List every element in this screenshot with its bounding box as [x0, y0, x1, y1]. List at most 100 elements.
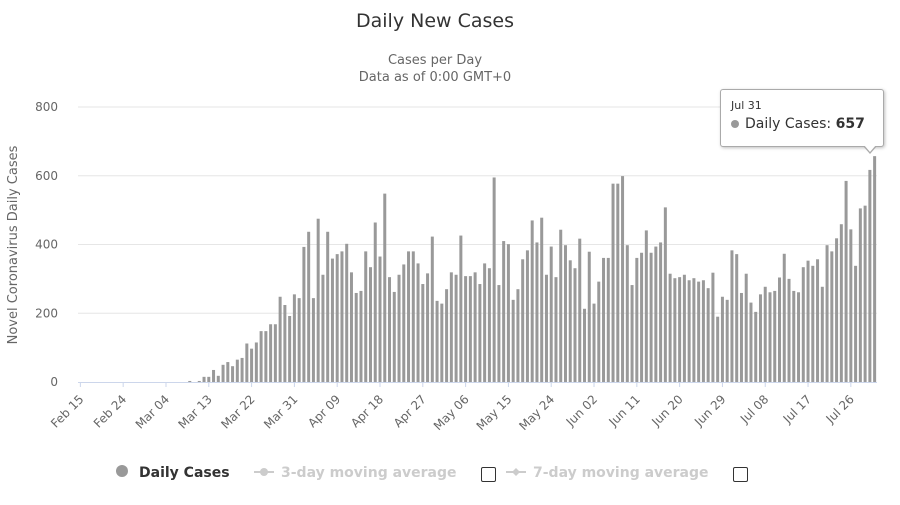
- legend-item-3-day-average[interactable]: 3-day moving average: [254, 465, 457, 481]
- bar-daily-cases[interactable]: [801, 267, 805, 382]
- bar-daily-cases[interactable]: [326, 231, 330, 382]
- bar-daily-cases[interactable]: [725, 299, 729, 382]
- bar-daily-cases[interactable]: [739, 292, 743, 382]
- bar-daily-cases[interactable]: [264, 331, 268, 382]
- bar-daily-cases[interactable]: [202, 376, 206, 382]
- bar-daily-cases[interactable]: [307, 231, 311, 382]
- bar-daily-cases[interactable]: [459, 235, 463, 382]
- bar-daily-cases[interactable]: [388, 277, 392, 382]
- bar-daily-cases[interactable]: [378, 256, 382, 382]
- bar-daily-cases[interactable]: [473, 272, 477, 382]
- bar-daily-cases[interactable]: [682, 274, 686, 382]
- bar-daily-cases[interactable]: [278, 296, 282, 382]
- bar-daily-cases[interactable]: [640, 252, 644, 382]
- bar-daily-cases[interactable]: [858, 208, 862, 382]
- bar-daily-cases[interactable]: [573, 268, 577, 382]
- bar-daily-cases[interactable]: [711, 272, 715, 382]
- bar-daily-cases[interactable]: [816, 259, 820, 382]
- bar-daily-cases[interactable]: [231, 366, 235, 382]
- bar-daily-cases[interactable]: [868, 169, 872, 382]
- bar-daily-cases[interactable]: [511, 299, 515, 382]
- bar-daily-cases[interactable]: [716, 316, 720, 382]
- bar-daily-cases[interactable]: [516, 289, 520, 382]
- bar-daily-cases[interactable]: [830, 251, 834, 382]
- bar-daily-cases[interactable]: [316, 218, 320, 382]
- bar-daily-cases[interactable]: [435, 300, 439, 382]
- bar-daily-cases[interactable]: [687, 280, 691, 382]
- 3-day-average-checkbox[interactable]: [481, 467, 496, 482]
- bar-daily-cases[interactable]: [430, 236, 434, 382]
- bar-daily-cases[interactable]: [673, 278, 677, 382]
- bar-daily-cases[interactable]: [792, 290, 796, 382]
- bar-daily-cases[interactable]: [240, 357, 244, 382]
- bar-daily-cases[interactable]: [644, 230, 648, 382]
- bar-daily-cases[interactable]: [839, 224, 843, 382]
- bar-daily-cases[interactable]: [207, 376, 211, 382]
- bar-daily-cases[interactable]: [754, 311, 758, 382]
- bar-daily-cases[interactable]: [426, 273, 430, 382]
- bar-daily-cases[interactable]: [763, 286, 767, 382]
- bar-daily-cases[interactable]: [611, 183, 615, 382]
- bar-daily-cases[interactable]: [778, 277, 782, 383]
- bar-daily-cases[interactable]: [269, 324, 273, 382]
- bar-daily-cases[interactable]: [635, 257, 639, 382]
- bar-daily-cases[interactable]: [397, 274, 401, 382]
- bar-daily-cases[interactable]: [407, 251, 411, 382]
- bar-daily-cases[interactable]: [411, 251, 415, 382]
- bar-daily-cases[interactable]: [226, 362, 230, 382]
- bar-daily-cases[interactable]: [402, 264, 406, 382]
- bar-daily-cases[interactable]: [578, 238, 582, 382]
- bar-daily-cases[interactable]: [345, 243, 349, 382]
- bar-daily-cases[interactable]: [464, 276, 468, 382]
- bar-daily-cases[interactable]: [383, 193, 387, 382]
- bar-daily-cases[interactable]: [216, 375, 220, 382]
- bar-daily-cases[interactable]: [549, 246, 553, 382]
- bar-daily-cases[interactable]: [221, 364, 225, 382]
- bar-daily-cases[interactable]: [330, 258, 334, 382]
- bar-daily-cases[interactable]: [288, 316, 292, 382]
- bar-daily-cases[interactable]: [250, 348, 254, 382]
- bar-daily-cases[interactable]: [449, 272, 453, 382]
- bar-daily-cases[interactable]: [692, 278, 696, 382]
- bar-daily-cases[interactable]: [297, 298, 301, 382]
- bar-daily-cases[interactable]: [592, 303, 596, 382]
- bar-daily-cases[interactable]: [259, 331, 263, 382]
- bar-daily-cases[interactable]: [697, 281, 701, 382]
- bar-daily-cases[interactable]: [659, 242, 663, 382]
- bar-daily-cases[interactable]: [359, 290, 363, 382]
- bar-daily-cases[interactable]: [254, 342, 258, 382]
- bar-daily-cases[interactable]: [497, 285, 501, 382]
- bar-daily-cases[interactable]: [487, 268, 491, 382]
- bar-daily-cases[interactable]: [782, 253, 786, 382]
- bar-daily-cases[interactable]: [506, 244, 510, 382]
- bar-daily-cases[interactable]: [340, 251, 344, 382]
- bar-daily-cases[interactable]: [735, 254, 739, 382]
- bar-daily-cases[interactable]: [483, 263, 487, 382]
- bar-daily-cases[interactable]: [445, 289, 449, 382]
- bar-daily-cases[interactable]: [730, 250, 734, 382]
- bar-daily-cases[interactable]: [720, 296, 724, 382]
- bar-daily-cases[interactable]: [820, 286, 824, 382]
- bar-daily-cases[interactable]: [468, 276, 472, 382]
- bar-daily-cases[interactable]: [302, 246, 306, 382]
- bar-daily-cases[interactable]: [706, 288, 710, 382]
- bar-daily-cases[interactable]: [421, 284, 425, 382]
- bar-daily-cases[interactable]: [587, 251, 591, 382]
- bar-daily-cases[interactable]: [535, 242, 539, 382]
- bar-daily-cases[interactable]: [835, 238, 839, 382]
- legend-item-7-day-average[interactable]: 7-day moving average: [506, 465, 709, 481]
- bar-daily-cases[interactable]: [559, 229, 563, 382]
- bar-daily-cases[interactable]: [844, 180, 848, 382]
- bar-daily-cases[interactable]: [663, 207, 667, 382]
- 7-day-average-checkbox[interactable]: [733, 467, 748, 482]
- bar-daily-cases[interactable]: [525, 250, 529, 382]
- bar-daily-cases[interactable]: [625, 245, 629, 382]
- bar-daily-cases[interactable]: [416, 263, 420, 382]
- bar-daily-cases[interactable]: [478, 284, 482, 382]
- bar-daily-cases[interactable]: [616, 183, 620, 382]
- bar-daily-cases[interactable]: [349, 272, 353, 382]
- bar-daily-cases[interactable]: [292, 294, 296, 382]
- bar-daily-cases[interactable]: [197, 380, 201, 382]
- bar-daily-cases[interactable]: [811, 265, 815, 382]
- bar-daily-cases[interactable]: [630, 285, 634, 382]
